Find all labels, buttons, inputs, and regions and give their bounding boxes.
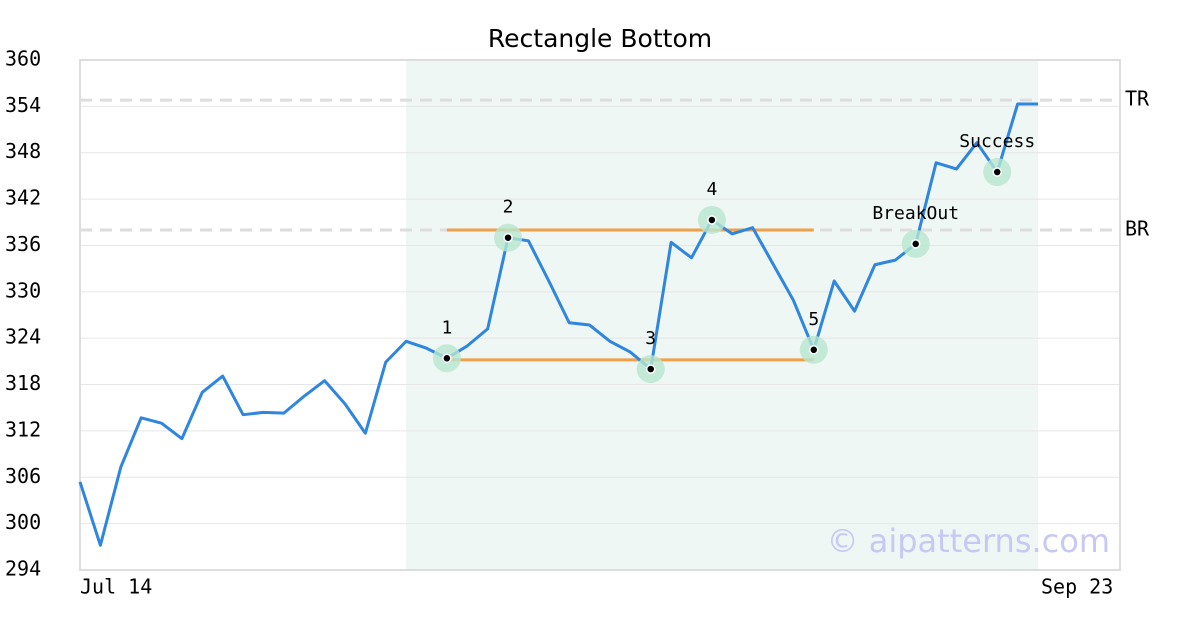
point-label: 1 (441, 317, 452, 338)
x-tick-label: Jul 14 (80, 575, 152, 599)
point-marker (910, 239, 921, 249)
point-marker (707, 215, 717, 225)
y-tick-label: 300 (5, 510, 41, 534)
y-tick-label: 336 (5, 232, 41, 256)
y-tick-label: 318 (5, 371, 41, 395)
reference-label: BR (1125, 217, 1150, 241)
y-tick-label: 348 (5, 139, 41, 163)
point-label: 2 (503, 197, 514, 218)
pattern-region (406, 60, 1038, 570)
point-label: Success (959, 131, 1035, 152)
watermark: © aipatterns.com (827, 522, 1110, 560)
point-label: 3 (645, 328, 656, 349)
y-tick-label: 330 (5, 278, 41, 302)
x-tick-label: Sep 23 (1041, 575, 1113, 599)
y-tick-label: 312 (5, 417, 41, 441)
point-label: 5 (808, 309, 819, 330)
point-marker (992, 167, 1002, 177)
point-marker (503, 232, 513, 243)
plot-frame (79, 59, 1121, 571)
point-marker (645, 364, 656, 374)
reference-label: TR (1125, 87, 1150, 111)
y-tick-label: 354 (5, 93, 41, 117)
point-marker (442, 353, 452, 364)
point-label: 4 (706, 179, 717, 200)
chart-title: Rectangle Bottom (488, 24, 712, 53)
y-tick-label: 342 (5, 186, 41, 210)
point-marker (809, 345, 819, 355)
y-tick-label: 294 (5, 557, 41, 581)
y-tick-label: 360 (5, 47, 41, 71)
y-tick-label: 306 (5, 464, 41, 488)
point-label: BreakOut (872, 203, 959, 224)
price-line (78, 102, 1038, 547)
y-tick-label: 324 (5, 325, 41, 349)
